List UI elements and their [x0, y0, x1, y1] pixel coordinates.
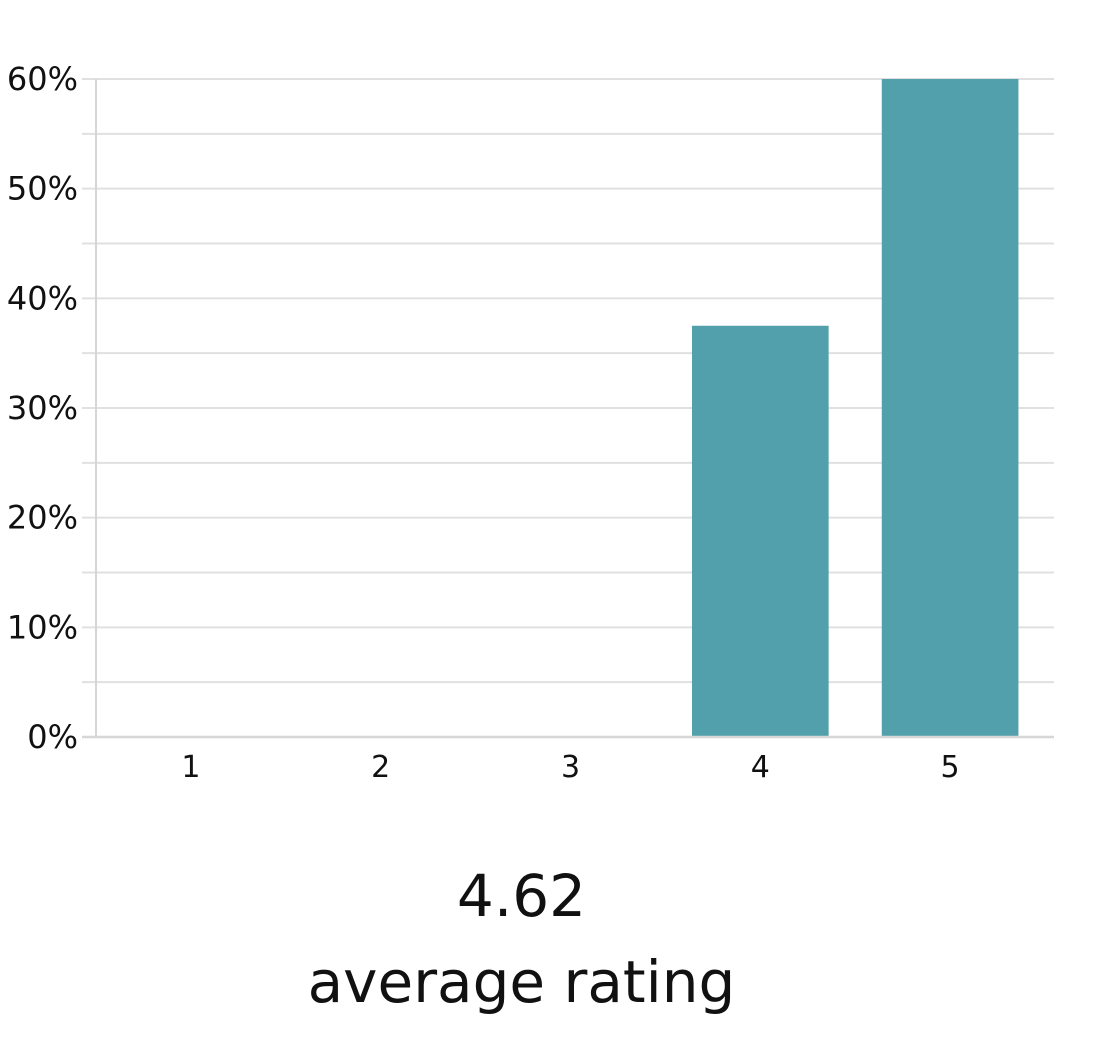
- y-tick-label: 50%: [7, 170, 78, 208]
- y-tick-label: 20%: [7, 499, 78, 537]
- x-tick-label: 3: [561, 750, 580, 785]
- bars: [691, 79, 1019, 737]
- y-axis-tick-labels: 0% 10% 20% 30% 40% 50% 60%: [7, 60, 78, 756]
- x-tick-label: 5: [941, 750, 960, 785]
- rating-distribution-chart: 0% 10% 20% 30% 40% 50% 60% 1 2 3 4 5: [7, 60, 1054, 785]
- x-tick-label: 1: [181, 750, 200, 785]
- x-axis-category-labels: 1 2 3 4 5: [181, 750, 959, 785]
- y-tick-label: 60%: [7, 60, 78, 98]
- average-rating-label: average rating: [307, 948, 736, 1016]
- x-tick-label: 4: [751, 750, 770, 785]
- y-tick-label: 40%: [7, 279, 78, 317]
- y-tick-label: 30%: [7, 389, 78, 427]
- bar-rating-5: [881, 79, 1019, 737]
- y-tick-label: 10%: [7, 608, 78, 646]
- x-tick-label: 2: [371, 750, 390, 785]
- average-rating-value: 4.62: [456, 862, 587, 930]
- bar-rating-4: [691, 325, 829, 737]
- y-tick-label: 0%: [27, 718, 78, 756]
- axes: [82, 79, 1054, 739]
